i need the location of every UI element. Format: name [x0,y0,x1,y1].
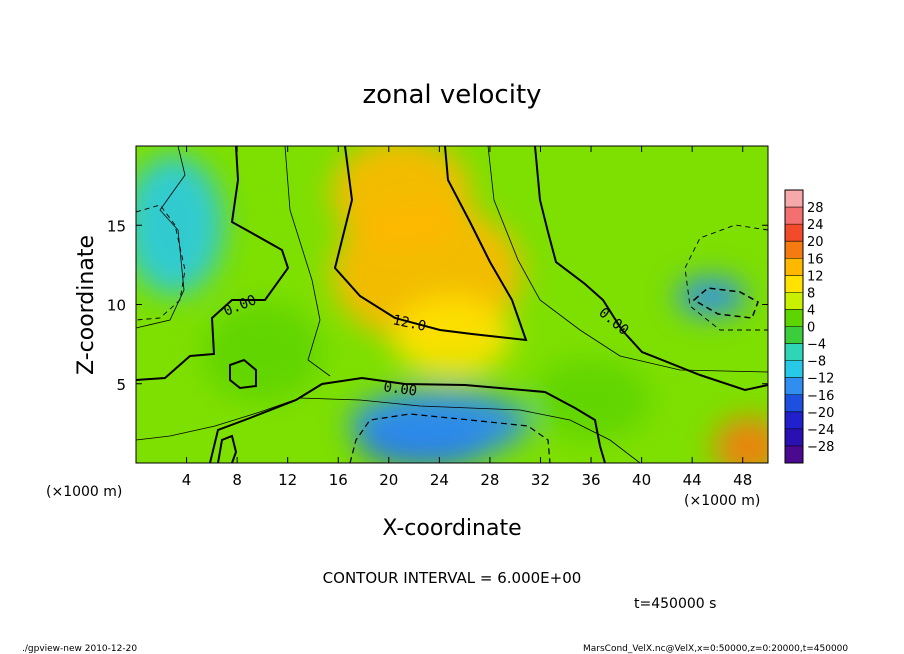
contour-zero-bottom [209,376,606,463]
colorbar-label: 12 [807,269,824,284]
contour-thin-mid [284,146,331,377]
y-tick-label: 15 [107,217,126,235]
contour-minus-six-right [692,287,759,319]
colorbar-label: −8 [807,355,826,370]
colorbar-swatch [785,445,803,464]
contour-zero-left [136,146,290,381]
contour-twelve [333,146,528,342]
footer-left: ./gpview-new 2010-12-20 [22,644,137,654]
field-blob [676,276,747,317]
x-axis-unit-right: (×1000 m) [684,493,760,509]
field-blob [136,155,224,296]
contour-zero-right [534,146,768,392]
colorbar-label: 4 [807,303,815,318]
colorbar-label: −4 [807,338,826,353]
colorbar-label: 20 [807,235,824,250]
colorbar-swatch [785,411,803,430]
colorbar-label: 0 [807,321,815,336]
colorbar-label: 8 [807,286,815,301]
x-tick-label: 40 [632,471,651,489]
x-tick-label: 48 [733,471,752,489]
colorbar-swatch [785,275,803,293]
x-tick-label: 28 [480,471,499,489]
colorbar-swatch [785,394,803,413]
x-tick-label: 32 [531,471,550,489]
y-tick-label: 5 [116,376,126,394]
colorbar-swatch [785,343,803,362]
x-axis-unit-left: (×1000 m) [46,484,122,500]
x-tick-label: 20 [379,471,398,489]
x-tick-label: 16 [329,471,348,489]
time-label: t=450000 s [634,596,716,612]
contour-thin-right [487,146,768,373]
contour-thin-left [136,146,186,329]
field-layer [136,146,768,463]
x-tick-label: 4 [182,471,192,489]
contour-dash-left [136,204,186,321]
colorbar-label: −20 [807,406,834,421]
colorbar-swatch [785,326,803,345]
x-tick-label: 24 [430,471,449,489]
colorbar-swatch [785,292,803,310]
x-axis: 4 8 12 16 20 24 28 32 36 40 44 48 [182,146,752,489]
plot-area: 0.00 12.0 0.00 0.00 [136,146,768,463]
x-axis-label: X-coordinate [382,516,521,541]
colorbar-label: 24 [807,218,824,233]
colorbar-swatch [785,224,803,242]
colorbar-swatch [785,309,803,327]
colorbar-label: 16 [807,252,824,267]
contour-zero-spot [217,434,238,463]
contour-dash-right [684,224,768,331]
colorbar-label: 28 [807,201,824,216]
contour-label: 0.00 [382,379,418,400]
contour-interval-text: CONTOUR INTERVAL = 6.000E+00 [323,569,582,587]
colorbar: 28 24 20 16 12 8 4 0 −4 −8 −12 −16 −20 −24 −28 [784,189,834,464]
colorbar-label: −28 [807,440,834,455]
colorbar-label: −16 [807,389,834,404]
field-blob [202,302,323,403]
field-blob [349,388,530,459]
colorbar-swatch [785,428,803,447]
field-blob [714,417,768,463]
colorbar-swatch [785,377,803,396]
chart-title: zonal velocity [362,80,541,110]
field-blob [531,359,652,440]
colorbar-swatch [785,207,803,225]
colorbar-swatch [785,360,803,379]
contour-label: 12.0 [391,312,427,335]
field-blob [331,146,472,249]
y-tick-label: 10 [107,297,126,315]
x-tick-label: 12 [278,471,297,489]
colorbar-label: −12 [807,372,834,387]
contour-thin-bottom [136,397,641,463]
footer-right: MarsCond_VelX.nc@VelX,x=0:50000,z=0:2000… [583,644,848,654]
colorbar-swatch [785,241,803,259]
colorbar-swatch [785,258,803,276]
y-axis-label: Z-coordinate [74,235,99,375]
x-tick-label: 36 [581,471,600,489]
colorbar-label: −24 [807,423,834,438]
x-tick-label: 8 [232,471,242,489]
contour-zero-dip [229,358,257,390]
field-blob [392,296,512,377]
x-tick-label: 44 [683,471,702,489]
contour-lines [136,146,768,463]
y-axis: 5 10 15 [107,217,768,394]
colorbar-swatch [785,190,803,208]
